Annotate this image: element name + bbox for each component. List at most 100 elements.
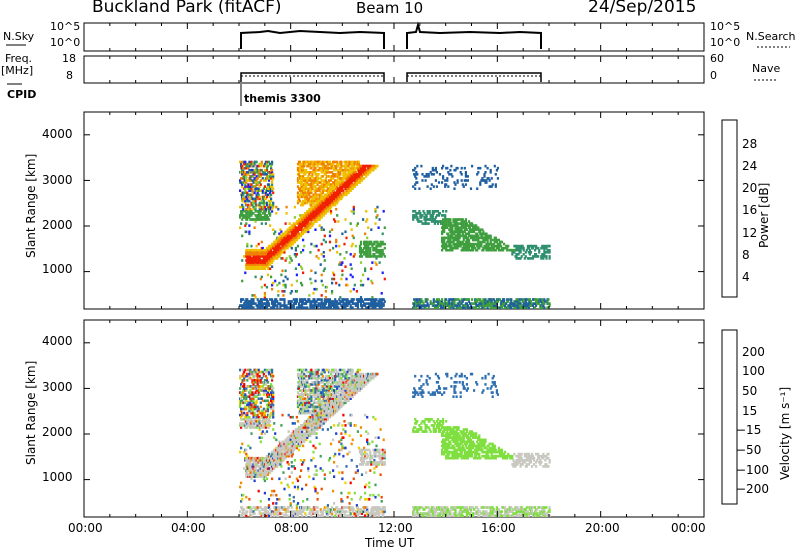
data-cell [420, 298, 423, 301]
data-cell [336, 201, 339, 205]
data-cell [462, 236, 465, 240]
data-cell [239, 485, 242, 489]
data-cell [296, 195, 300, 199]
data-cell [476, 232, 479, 236]
data-cell [266, 393, 270, 396]
data-cell [263, 216, 266, 219]
data-cell [241, 234, 244, 238]
data-cell [318, 162, 321, 166]
data-cell [248, 185, 251, 188]
data-cell [495, 168, 498, 172]
data-cell [349, 187, 352, 190]
data-cell [538, 302, 541, 305]
data-cell [290, 461, 293, 464]
data-cell [380, 304, 383, 307]
data-cell [246, 506, 249, 509]
data-cell [425, 216, 428, 219]
data-cell [358, 300, 362, 303]
data-cell [345, 193, 348, 197]
date-label: 24/Sep/2015 [588, 0, 697, 17]
data-cell [431, 210, 434, 213]
data-cell [276, 238, 279, 242]
data-cell [340, 166, 343, 170]
data-cell [266, 409, 270, 413]
data-cell [256, 298, 259, 301]
data-cell [241, 413, 244, 417]
data-cell [422, 302, 425, 305]
data-cell [338, 283, 341, 287]
data-cell [296, 372, 300, 376]
data-cell [520, 298, 523, 301]
data-cell [288, 306, 291, 309]
data-cell [490, 304, 493, 307]
data-cell [296, 179, 300, 182]
data-cell [486, 246, 489, 250]
data-cell [266, 265, 270, 268]
data-cell [248, 374, 251, 378]
data-cell [364, 166, 367, 170]
data-cell [321, 191, 324, 195]
data-cell [248, 210, 251, 213]
data-cell [413, 302, 416, 305]
data-cell [371, 296, 374, 299]
data-cell [263, 296, 266, 299]
data-cell [261, 514, 264, 517]
data-cell [267, 205, 271, 209]
data-cell [246, 475, 249, 478]
data-cell [280, 461, 283, 464]
data-cell [265, 246, 269, 250]
data-cell [475, 228, 478, 231]
data-cell [370, 228, 373, 231]
data-cell [431, 214, 434, 217]
data-cell [252, 424, 255, 427]
data-cell [291, 452, 294, 456]
data-cell [254, 508, 257, 511]
data-cell [290, 226, 293, 229]
data-cell [449, 298, 452, 301]
data-cell [241, 381, 244, 384]
data-cell [297, 263, 301, 266]
data-cell [431, 216, 434, 219]
data-cell [518, 300, 521, 303]
data-cell [351, 242, 354, 246]
data-cell [261, 409, 264, 413]
data-cell [274, 302, 277, 305]
data-cell [340, 263, 343, 266]
data-cell [479, 183, 482, 186]
data-cell [476, 173, 479, 176]
data-cell [261, 411, 264, 415]
data-cell [280, 465, 283, 468]
data-cell [378, 300, 381, 303]
data-cell [318, 302, 321, 305]
data-cell [269, 224, 272, 227]
data-cell [337, 164, 340, 168]
data-cell [248, 418, 251, 421]
data-cell [242, 372, 245, 376]
data-cell [446, 166, 449, 170]
data-cell [265, 304, 269, 307]
data-cell [333, 187, 336, 190]
data-cell [321, 195, 324, 199]
data-cell [246, 298, 249, 301]
data-cell [257, 242, 260, 246]
data-cell [243, 302, 246, 305]
data-cell [270, 383, 273, 386]
data-cell [432, 173, 435, 176]
data-cell [324, 290, 327, 293]
data-cell [457, 238, 460, 242]
data-cell [344, 162, 347, 166]
data-cell [253, 251, 256, 254]
data-cell [286, 438, 289, 442]
data-cell [297, 401, 301, 405]
data-cell [492, 246, 495, 250]
data-cell [343, 257, 346, 260]
data-cell [264, 197, 267, 201]
data-cell [302, 199, 305, 203]
data-cell [472, 246, 475, 250]
data-cell [269, 415, 272, 419]
data-cell [241, 279, 244, 283]
data-cell [267, 304, 271, 307]
data-cell [253, 218, 256, 221]
data-cell [458, 228, 461, 231]
data-cell [432, 212, 435, 215]
